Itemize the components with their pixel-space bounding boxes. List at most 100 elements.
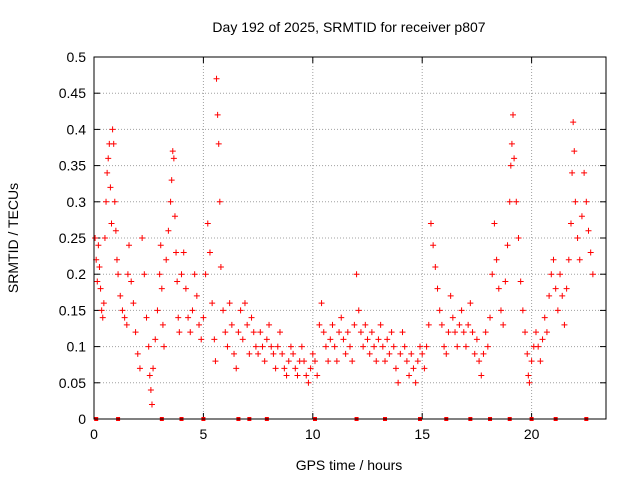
data-point — [403, 358, 410, 365]
data-point — [157, 242, 164, 249]
data-point — [456, 321, 463, 328]
data-point — [263, 336, 270, 343]
data-point — [252, 343, 259, 350]
data-point — [158, 285, 165, 292]
data-point — [176, 329, 183, 336]
data-point — [344, 329, 351, 336]
data-point — [105, 155, 112, 162]
data-point — [180, 249, 187, 256]
data-point — [261, 358, 268, 365]
y-tick-label: 0.5 — [67, 49, 87, 65]
data-point — [196, 321, 203, 328]
data-point — [103, 198, 110, 205]
data-point — [231, 350, 238, 357]
data-point — [333, 358, 340, 365]
plot-frame — [93, 56, 607, 420]
data-point — [482, 329, 489, 336]
data-point — [320, 329, 327, 336]
data-point — [266, 321, 273, 328]
y-axis-label: SRMTID / TECUs — [5, 183, 21, 293]
data-point — [390, 343, 397, 350]
data-point — [364, 336, 371, 343]
data-point — [268, 343, 275, 350]
data-point — [353, 271, 360, 278]
x-tick-label: 15 — [414, 426, 430, 442]
data-point — [508, 140, 515, 147]
data-point — [347, 343, 353, 350]
x-tick-label: 5 — [200, 426, 208, 442]
data-point — [132, 329, 139, 336]
data-point — [217, 263, 224, 270]
data-point — [434, 285, 441, 292]
data-point — [574, 235, 581, 241]
data-point — [467, 300, 474, 307]
data-point — [279, 350, 286, 357]
x-tick-label: 10 — [305, 426, 321, 442]
data-points — [92, 75, 596, 421]
data-point — [322, 343, 329, 350]
y-axis: 0 0.05 0.1 0.15 0.2 0.25 0.3 0.35 0.4 0.45 0.5 — [59, 49, 606, 427]
data-point — [136, 365, 143, 372]
data-point — [510, 111, 517, 118]
data-point — [525, 372, 532, 379]
data-point — [410, 365, 417, 372]
data-point — [175, 314, 182, 321]
data-point — [111, 198, 118, 205]
data-point — [360, 343, 367, 350]
data-point — [290, 350, 297, 357]
data-point — [386, 350, 393, 357]
data-point — [145, 343, 152, 350]
data-point — [121, 314, 128, 321]
data-point — [281, 365, 288, 372]
data-point — [552, 285, 559, 292]
data-point — [213, 75, 220, 82]
data-point — [349, 358, 356, 365]
data-point — [110, 140, 117, 147]
data-point — [567, 220, 574, 227]
data-point — [487, 314, 494, 321]
data-point — [570, 119, 577, 126]
data-point — [241, 300, 248, 307]
data-point — [454, 343, 461, 350]
data-point — [250, 329, 257, 336]
data-point — [473, 336, 480, 343]
data-point — [384, 336, 391, 343]
data-point — [576, 256, 583, 263]
data-point — [427, 220, 434, 227]
data-point — [543, 329, 550, 336]
data-point — [469, 329, 476, 336]
data-point — [528, 358, 535, 365]
data-point — [99, 314, 106, 321]
data-point — [206, 249, 213, 256]
data-point — [541, 314, 548, 321]
data-point — [228, 321, 235, 328]
data-point — [97, 285, 104, 292]
data-point — [519, 307, 526, 314]
data-point — [274, 343, 281, 350]
data-point — [557, 271, 564, 278]
data-point — [375, 336, 382, 343]
data-point — [287, 343, 294, 350]
data-point — [569, 169, 576, 176]
data-point — [211, 336, 218, 343]
data-point — [423, 343, 430, 350]
data-point — [148, 401, 155, 408]
data-point — [309, 350, 316, 357]
data-point — [338, 314, 345, 321]
data-point — [587, 249, 594, 256]
data-point — [447, 292, 454, 299]
data-point — [96, 263, 103, 270]
data-point — [307, 365, 314, 372]
data-point — [489, 271, 496, 278]
data-point — [154, 307, 161, 314]
data-point — [480, 350, 487, 357]
data-point — [163, 256, 170, 263]
data-point — [92, 235, 99, 241]
data-point — [298, 343, 305, 350]
data-point — [329, 321, 336, 328]
data-point — [399, 329, 406, 336]
data-point — [215, 140, 222, 147]
data-point — [571, 148, 578, 155]
y-tick-label: 0.2 — [67, 266, 87, 282]
